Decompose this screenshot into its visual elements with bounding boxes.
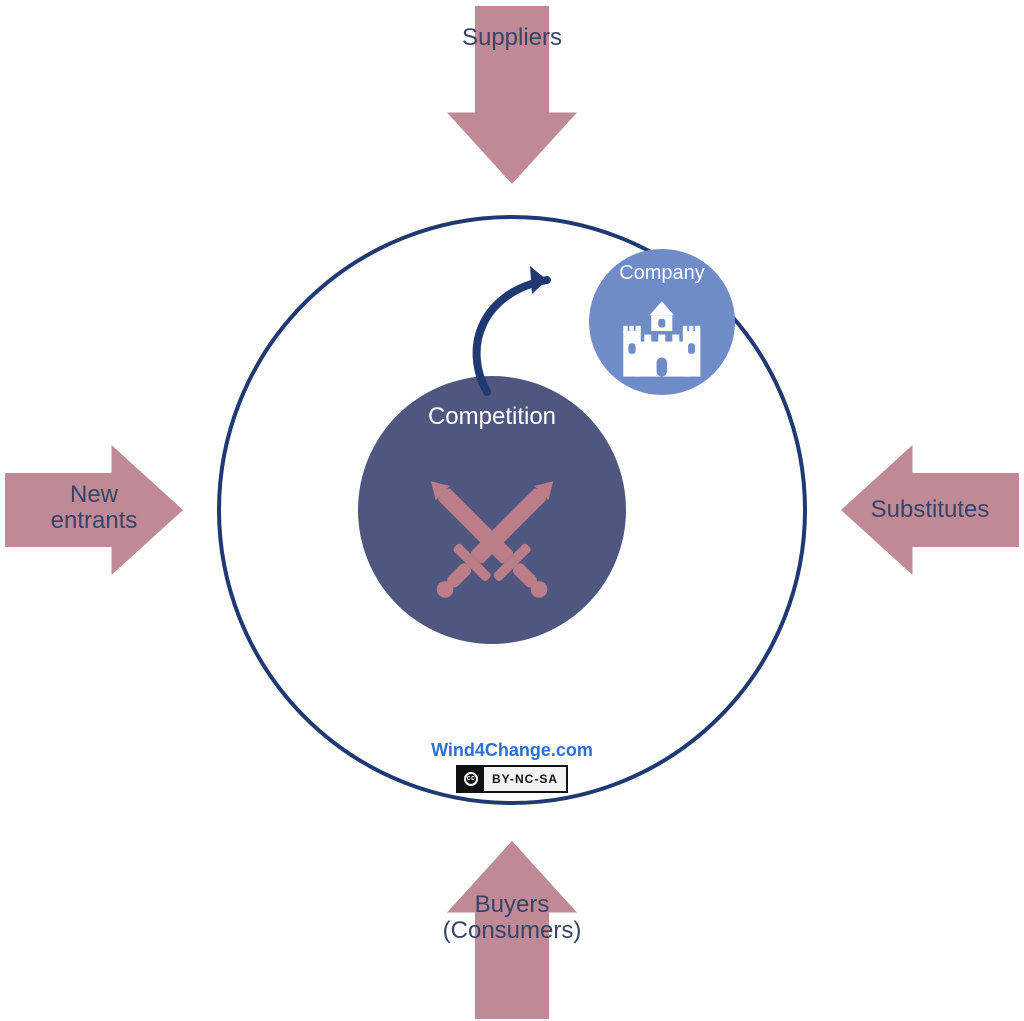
competition-disc: Competition (358, 376, 626, 644)
company-label: Company (589, 262, 735, 285)
substitutes-label: Substitutes (830, 496, 1024, 524)
competition-to-company-arrow-icon (452, 252, 612, 412)
attribution-site-text: Wind4Change.com (382, 740, 642, 761)
attribution-block: Wind4Change.com BY-NC-SA (382, 740, 642, 793)
company-disc: Company (589, 249, 735, 395)
suppliers-label: Suppliers (412, 24, 612, 52)
new-entrants-label: New entrants (4, 482, 184, 535)
castle-icon (618, 296, 706, 384)
buyers-label: Buyers (Consumers) (402, 892, 622, 945)
cc-license-badge-icon: BY-NC-SA (456, 765, 568, 793)
crossed-swords-icon (409, 456, 575, 622)
cc-license-text: BY-NC-SA (484, 767, 566, 791)
five-forces-diagram: Competition (0, 0, 1024, 1021)
